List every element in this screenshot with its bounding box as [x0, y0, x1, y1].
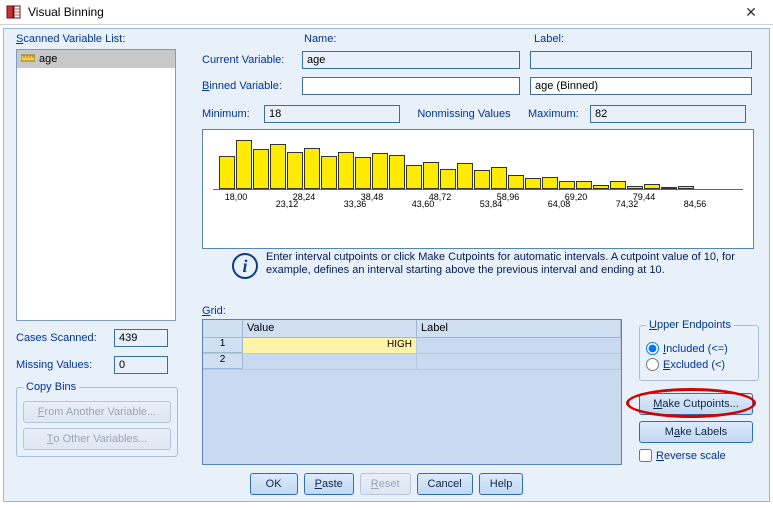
binned-variable-label-input[interactable]	[530, 77, 752, 95]
minimum-value: 18	[264, 105, 400, 123]
scanned-varlist[interactable]: age	[16, 49, 176, 321]
grid-col-value: Value	[243, 320, 417, 337]
binned-variable-name-input[interactable]	[302, 77, 520, 95]
dialog-buttons: OK Paste Reset Cancel Help	[4, 473, 769, 495]
to-other-variables-button: To Other Variables...	[23, 428, 171, 450]
app-icon	[6, 4, 22, 20]
current-variable-label: Current Variable:	[202, 54, 302, 66]
current-variable-name: age	[302, 51, 520, 69]
cancel-button[interactable]: Cancel	[417, 473, 473, 495]
grid-value-2[interactable]	[243, 354, 417, 369]
nonmissing-label: Nonmissing Values	[400, 108, 528, 120]
included-radio[interactable]: Included (<=)	[646, 342, 752, 355]
maximum-value: 82	[590, 105, 746, 123]
grid-label-1[interactable]	[417, 338, 621, 353]
grid-label-2[interactable]	[417, 354, 621, 369]
info-row: i Enter interval cutpoints or click Make…	[202, 251, 754, 279]
current-variable-labelval	[530, 51, 752, 69]
close-button[interactable]: ✕	[735, 2, 767, 22]
side-panel: Upper Endpoints Included (<=) Excluded (…	[639, 319, 759, 462]
histogram-bars	[213, 134, 743, 190]
varlist-item-age[interactable]: age	[17, 50, 175, 68]
grid-row-2[interactable]: 2	[203, 354, 621, 370]
maximum-label: Maximum:	[528, 108, 590, 120]
grid-value-1[interactable]: HIGH	[243, 338, 417, 353]
upper-endpoints-group: Upper Endpoints Included (<=) Excluded (…	[639, 319, 759, 381]
paste-button[interactable]: Paste	[304, 473, 354, 495]
info-icon: i	[232, 253, 258, 279]
missing-values-label: Missing Values:	[16, 359, 114, 371]
make-labels-button[interactable]: Make Labels	[639, 421, 753, 443]
help-button[interactable]: Help	[479, 473, 524, 495]
grid-panel[interactable]: Value Label 1 HIGH 2	[202, 319, 622, 465]
upper-endpoints-legend: Upper Endpoints	[646, 319, 734, 331]
ok-button[interactable]: OK	[250, 473, 298, 495]
label-header-label: Label:	[534, 33, 564, 45]
cases-scanned-label: Cases Scanned:	[16, 332, 114, 344]
missing-values-value: 0	[114, 356, 168, 374]
from-another-variable-button: From Another Variable...	[23, 401, 171, 423]
grid-col-label: Label	[417, 320, 621, 337]
name-header-label: Name:	[304, 33, 534, 45]
varlist-item-label: age	[39, 53, 57, 65]
titlebar: Visual Binning ✕	[0, 0, 773, 25]
grid-row-1[interactable]: 1 HIGH	[203, 338, 621, 354]
dialog-body: Scanned Variable List: age Name: Label: …	[3, 28, 770, 502]
ruler-icon	[21, 53, 35, 65]
cases-scanned-value: 439	[114, 329, 168, 347]
excluded-radio[interactable]: Excluded (<)	[646, 358, 752, 371]
reverse-scale-checkbox[interactable]: Reverse scale	[639, 449, 759, 462]
scanned-varlist-label: Scanned Variable List:	[16, 33, 125, 45]
copy-bins-group: Copy Bins From Another Variable... To Ot…	[16, 381, 178, 457]
binned-variable-label: Binned Variable:	[202, 80, 302, 92]
grid-label: Grid:	[202, 305, 226, 317]
copy-bins-legend: Copy Bins	[23, 381, 79, 393]
grid-header: Value Label	[203, 320, 621, 338]
minimum-label: Minimum:	[202, 108, 264, 120]
make-cutpoints-button[interactable]: Make Cutpoints...	[639, 393, 753, 415]
reset-button: Reset	[360, 473, 411, 495]
histogram-panel: 18,0028,2438,4848,7258,9669,2079,44 23,1…	[202, 129, 754, 249]
info-text: Enter interval cutpoints or click Make C…	[266, 251, 754, 277]
histogram-axis-row2: 23,1233,3643,6053,8464,0874,3284,56	[213, 199, 743, 209]
window-title: Visual Binning	[28, 5, 735, 19]
